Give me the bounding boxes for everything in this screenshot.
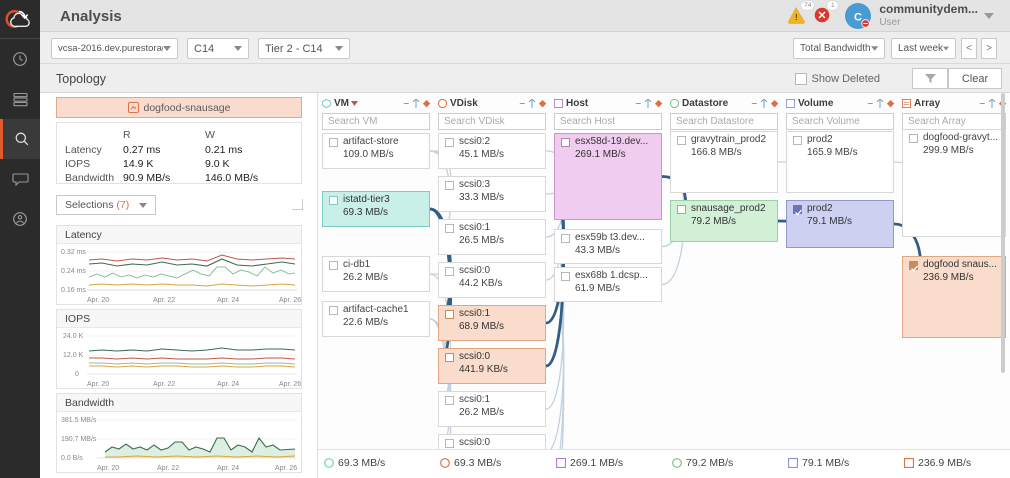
svg-text:Apr. 20: Apr. 20 (97, 465, 119, 472)
svg-text:Apr. 24: Apr. 24 (217, 297, 239, 304)
svg-text:0.16 ms: 0.16 ms (61, 287, 86, 294)
svg-text:24.0 K: 24.0 K (63, 333, 84, 340)
svg-text:Apr. 24: Apr. 24 (217, 465, 239, 472)
svg-text:Apr. 26: Apr. 26 (279, 297, 301, 304)
svg-text:Apr. 24: Apr. 24 (217, 381, 239, 388)
svg-text:C: C (854, 12, 862, 24)
svg-text:Apr. 22: Apr. 22 (157, 465, 179, 472)
svg-text:!: ! (795, 13, 798, 22)
svg-text:Apr. 22: Apr. 22 (153, 381, 175, 388)
svg-text:Apr. 26: Apr. 26 (279, 381, 301, 388)
svg-text:0.0 B/s: 0.0 B/s (61, 455, 83, 462)
svg-text:381.5 MB/s: 381.5 MB/s (61, 417, 97, 424)
svg-text:Apr. 20: Apr. 20 (87, 381, 109, 388)
svg-text:0.32 ms: 0.32 ms (61, 249, 86, 256)
svg-text:Apr. 20: Apr. 20 (87, 297, 109, 304)
svg-text:0.24 ms: 0.24 ms (61, 268, 86, 275)
svg-text:Apr. 22: Apr. 22 (153, 297, 175, 304)
svg-text:12.0 K: 12.0 K (63, 352, 84, 359)
svg-text:0: 0 (75, 371, 79, 378)
svg-text:190.7 MB/s: 190.7 MB/s (61, 436, 97, 443)
svg-text:Apr. 26: Apr. 26 (275, 465, 297, 472)
